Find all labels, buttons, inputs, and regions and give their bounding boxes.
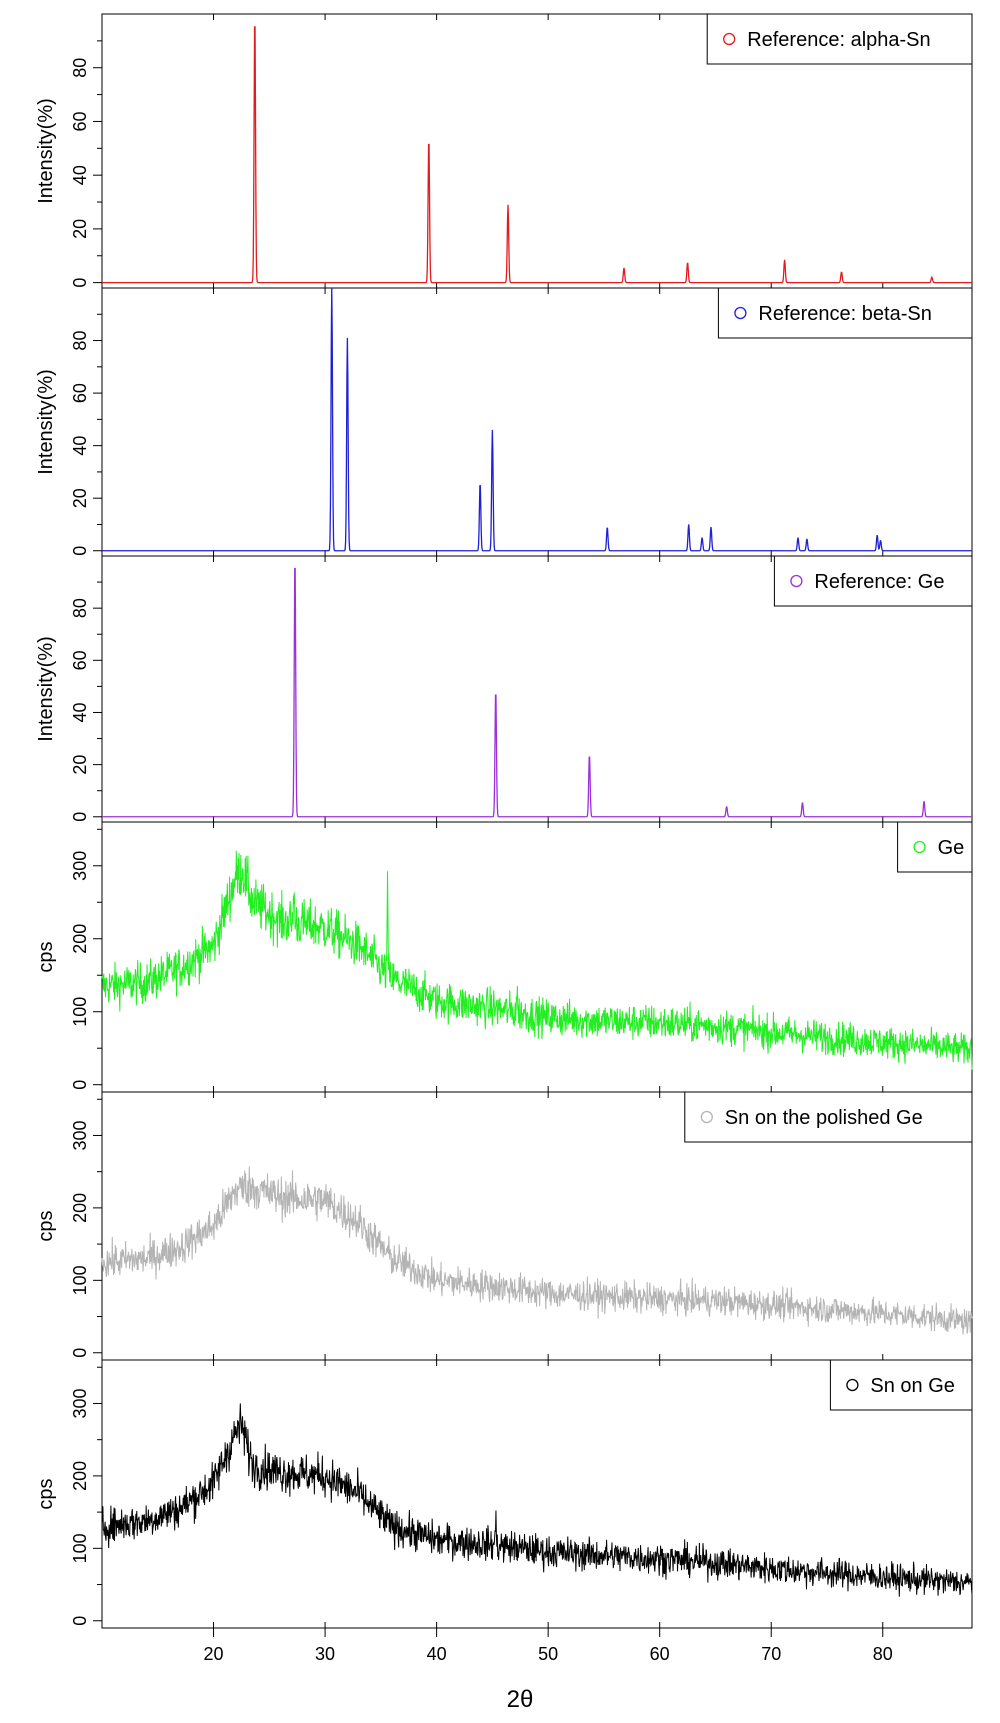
panel-1: 0 20 40 60 80 Intensity(%) Reference: alpha-Sn (35, 13, 973, 289)
legend-marker (790, 574, 803, 588)
y-tick-label: 60 (70, 650, 90, 670)
series-line (102, 567, 972, 818)
panel-6: 0 100 200 300 cps Sn on Ge (35, 1359, 973, 1629)
legend-box (829, 1359, 973, 1411)
legend-marker (723, 32, 736, 46)
legend: Sn on Ge (829, 1359, 973, 1411)
x-axis-label: 2θ (507, 1686, 534, 1713)
y-axis: 0 100 200 300 (70, 1098, 102, 1358)
legend-marker (734, 306, 747, 320)
legend-label: Ge (938, 837, 965, 859)
legend-marker (913, 840, 926, 854)
y-axis-label: Intensity(%) (35, 369, 57, 475)
legend: Ge (897, 821, 973, 873)
panel-5: 0 100 200 300 cps Sn on the polished Ge (35, 1091, 973, 1361)
series-line (101, 1403, 973, 1597)
x-tick-label: 20 (204, 1644, 224, 1664)
series-line (101, 850, 973, 1070)
y-tick-label: 80 (70, 58, 90, 78)
y-axis-label: cps (35, 1210, 57, 1241)
y-tick-label: 60 (70, 383, 90, 403)
legend-marker (700, 1110, 713, 1124)
legend-label: Sn on Ge (870, 1375, 955, 1397)
y-tick-label: 0 (70, 1616, 90, 1626)
y-tick-label: 100 (70, 1265, 90, 1295)
series-line (102, 287, 972, 552)
y-tick-label: 0 (70, 546, 90, 556)
legend: Reference: beta-Sn (717, 287, 973, 339)
y-tick-label: 100 (70, 997, 90, 1027)
series-line (102, 26, 972, 284)
legend-box (897, 821, 973, 873)
x-axis: 20 30 40 50 60 70 80 (204, 1628, 893, 1664)
y-tick-label: 300 (70, 1120, 90, 1150)
x-tick-label: 70 (761, 1644, 781, 1664)
y-tick-label: 20 (70, 755, 90, 775)
y-tick-label: 20 (70, 219, 90, 239)
panel-3: 0 20 40 60 80 Intensity(%) Reference: Ge (35, 555, 973, 823)
legend-box (773, 555, 973, 607)
y-tick-label: 80 (70, 598, 90, 618)
y-axis-label: cps (35, 1478, 57, 1509)
y-axis: 0 100 200 300 (70, 1366, 102, 1626)
x-tick-label: 30 (315, 1644, 335, 1664)
y-axis: 0 20 40 60 80 (70, 40, 102, 288)
legend-label: Reference: alpha-Sn (747, 29, 930, 51)
x-tick-label: 50 (538, 1644, 558, 1664)
y-tick-label: 0 (70, 812, 90, 822)
y-tick-label: 300 (70, 851, 90, 881)
legend: Reference: Ge (773, 555, 973, 607)
y-tick-label: 200 (70, 1461, 90, 1491)
legend-box (684, 1091, 973, 1143)
y-axis: 0 20 40 60 80 (70, 581, 102, 822)
y-tick-label: 20 (70, 488, 90, 508)
y-axis-label: Intensity(%) (35, 636, 57, 742)
y-tick-label: 0 (70, 278, 90, 288)
y-axis-label: cps (35, 941, 57, 972)
legend-label: Reference: Ge (814, 571, 944, 593)
legend-box (706, 13, 973, 65)
y-tick-label: 200 (70, 924, 90, 954)
y-tick-label: 80 (70, 331, 90, 351)
y-tick-label: 300 (70, 1388, 90, 1418)
y-tick-label: 100 (70, 1533, 90, 1563)
y-tick-label: 60 (70, 111, 90, 131)
legend-label: Sn on the polished Ge (725, 1107, 923, 1129)
panel-2: 0 20 40 60 80 Intensity(%) Reference: beta-Sn (35, 287, 973, 557)
panel-frame (101, 821, 973, 1093)
y-tick-label: 0 (70, 1348, 90, 1358)
y-axis: 0 20 40 60 80 (70, 313, 102, 556)
legend-label: Reference: beta-Sn (758, 303, 931, 325)
legend-box (717, 287, 973, 339)
y-tick-label: 40 (70, 165, 90, 185)
panel-4: 0 100 200 300 cps Ge (35, 821, 973, 1093)
x-tick-label: 40 (427, 1644, 447, 1664)
y-tick-label: 200 (70, 1193, 90, 1223)
x-tick-label: 60 (650, 1644, 670, 1664)
y-tick-label: 40 (70, 702, 90, 722)
y-tick-label: 40 (70, 436, 90, 456)
panels: 0 20 40 60 80 Intensity(%) Reference: alpha-Sn… (35, 13, 973, 1629)
legend: Reference: alpha-Sn (706, 13, 973, 65)
legend-marker (846, 1378, 859, 1392)
panel-frame (101, 1359, 973, 1629)
x-tick-label: 80 (873, 1644, 893, 1664)
legend: Sn on the polished Ge (684, 1091, 973, 1143)
y-axis-label: Intensity(%) (35, 98, 57, 204)
y-tick-label: 0 (70, 1080, 90, 1090)
x-ticks (213, 822, 884, 1092)
series-line (101, 1166, 973, 1335)
y-axis: 0 100 200 300 (70, 828, 102, 1090)
